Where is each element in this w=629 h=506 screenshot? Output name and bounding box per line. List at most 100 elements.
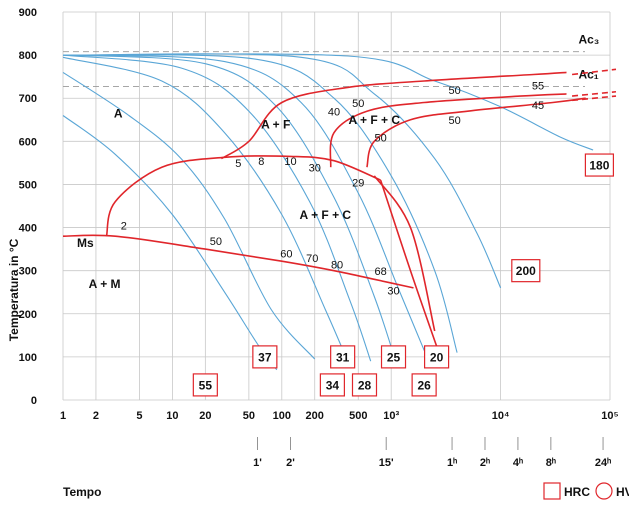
region-label: A (114, 107, 123, 121)
hardness-value: 50 (449, 85, 461, 97)
cooling-curve (62, 54, 397, 362)
hardness-value: 30 (387, 285, 399, 297)
y-tick-label: 400 (19, 223, 37, 235)
hardness-box (351, 373, 378, 397)
y-tick-label: 500 (19, 179, 37, 191)
cooling-curve (62, 53, 594, 151)
hardness-box-value: 28 (358, 378, 372, 392)
legend-label: HV (616, 485, 629, 499)
hardness-box-value: 20 (430, 350, 444, 364)
region-label: Ms (77, 236, 94, 250)
y-tick-label: 900 (19, 7, 37, 19)
ref-line-label: Ac₁ (578, 68, 598, 82)
hardness-box-value: 37 (258, 350, 272, 364)
x-tick-label: 50 (243, 410, 255, 422)
time-tick-label: 1' (253, 457, 262, 469)
time-tick-label: 2' (286, 457, 295, 469)
y-tick-label: 200 (19, 309, 37, 321)
transformation-curve-extension (571, 90, 617, 97)
time-tick-label: 8ʰ (546, 457, 556, 469)
hardness-value: 10 (284, 156, 296, 168)
hardness-box-value: 26 (417, 378, 431, 392)
y-tick-label: 800 (19, 50, 37, 62)
transformation-curve (220, 71, 567, 160)
hardness-box (411, 373, 437, 397)
ms-line (62, 234, 414, 289)
x-tick-label: 10⁵ (601, 410, 618, 422)
legend-label: HRC (564, 485, 590, 499)
time-tick-label: 24ʰ (595, 457, 611, 469)
hardness-box (192, 373, 218, 397)
x-tick-label: 20 (199, 410, 211, 422)
time-tick-label: 15' (379, 457, 394, 469)
cooling-curves (62, 53, 594, 371)
hardness-value: 68 (374, 266, 386, 278)
transformation-curve (373, 175, 436, 332)
x-axis-label: Tempo (63, 485, 101, 499)
transformation-curve (379, 179, 445, 366)
transformation-curve-extension (571, 95, 617, 102)
hardness-value: 40 (328, 106, 340, 118)
transformation-curves (105, 68, 617, 366)
hardness-box-value: 34 (326, 378, 340, 392)
hardness-box (423, 345, 450, 369)
hardness-value: 50 (352, 98, 364, 110)
region-label: A + F + C (300, 208, 352, 222)
cooling-curve (62, 115, 278, 371)
cooling-curve (62, 71, 316, 360)
legend-square-icon (543, 482, 561, 500)
x-tick-label: 10³ (383, 410, 399, 422)
x-tick-label: 100 (273, 410, 291, 422)
phase-regions: A A + F A + F + C A + F + C A + M Ms (77, 107, 400, 291)
hardness-value: 80 (331, 260, 343, 272)
hardness-value: 50 (449, 115, 461, 127)
y-tick-label: 0 (31, 395, 37, 407)
hardness-box (252, 345, 278, 369)
reference-lines: Ac₃ Ac₁ (63, 33, 599, 88)
hardness-value: 2 (121, 221, 127, 233)
hardness-box-value: 180 (589, 159, 609, 173)
ms-line-path (62, 234, 414, 289)
time-tick-label: 2ʰ (480, 457, 490, 469)
hardness-value: 60 (280, 249, 292, 261)
time-axis: 1' 2' 15' 1ʰ 2ʰ 4ʰ 8ʰ 24ʰ Tempo (63, 437, 611, 499)
x-tick-label: 200 (306, 410, 324, 422)
ref-line-label: Ac₃ (578, 33, 599, 47)
cooling-curve (62, 54, 430, 362)
grid (62, 11, 611, 401)
time-tick-label: 1ʰ (447, 457, 457, 469)
x-tick-label: 2 (93, 410, 99, 422)
hardness-value: 50 (374, 132, 386, 144)
hardness-value: 30 (309, 163, 321, 175)
y-axis-label: Temperatura in °C (7, 238, 21, 341)
cooling-curve (62, 54, 458, 353)
legend-circle-icon (595, 482, 613, 500)
hardness-box (330, 345, 356, 369)
x-tick-label: 1 (60, 410, 66, 422)
hardness-box (584, 153, 614, 177)
hardness-value: 45 (532, 100, 544, 112)
y-tick-label: 300 (19, 266, 37, 278)
y-tick-label: 700 (19, 93, 37, 105)
hardness-box (319, 373, 345, 397)
transformation-curve (105, 155, 381, 237)
hardness-box-value: 55 (199, 378, 213, 392)
hardness-box-value: 31 (336, 350, 350, 364)
hardness-value: 5 (235, 158, 241, 170)
cooling-curve (62, 56, 349, 362)
hardness-boxes: 55 37 34 31 28 25 26 20 200 180 (192, 153, 614, 397)
x-tick-label: 10 (166, 410, 178, 422)
hardness-box (511, 259, 541, 283)
hardness-value: 29 (352, 178, 364, 190)
hardness-value: 70 (306, 253, 318, 265)
region-label: A + M (89, 277, 121, 291)
x-tick-label: 10⁴ (492, 410, 510, 422)
hardness-box (380, 345, 407, 369)
x-tick-label: 500 (349, 410, 367, 422)
y-tick-label: 600 (19, 136, 37, 148)
hardness-value: 50 (210, 236, 222, 248)
transformation-curve (329, 93, 567, 168)
